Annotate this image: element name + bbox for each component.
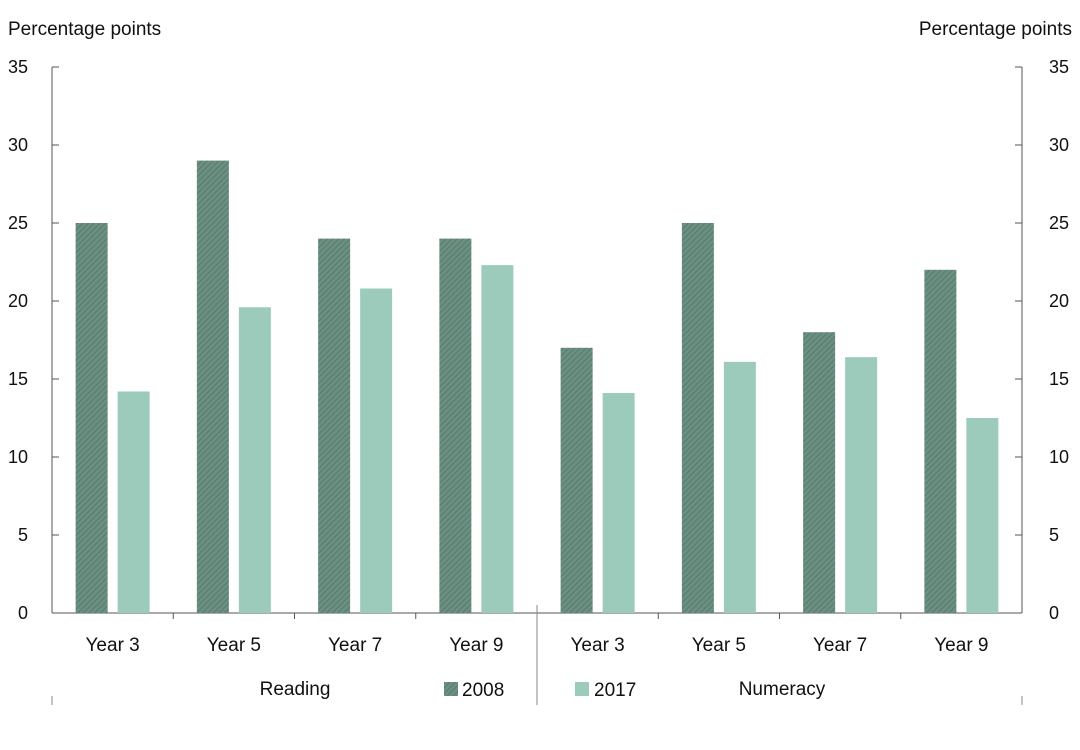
y-tick-label-left: 0 xyxy=(18,603,28,623)
bars xyxy=(75,160,999,613)
y-tick-label-left: 15 xyxy=(8,369,28,389)
bar-2008 xyxy=(196,160,229,613)
bar-2008 xyxy=(924,269,957,613)
y-tick-label-left: 35 xyxy=(8,57,28,77)
x-category-label: Year 7 xyxy=(813,635,867,656)
y-tick-label-left: 5 xyxy=(18,525,28,545)
y-tick-label-right: 20 xyxy=(1049,291,1069,311)
x-category-label: Year 9 xyxy=(449,635,503,656)
x-category-label: Year 3 xyxy=(571,635,625,656)
y-tick-label-left: 20 xyxy=(8,291,28,311)
y-tick-label-right: 35 xyxy=(1049,57,1069,77)
x-category-label: Year 9 xyxy=(934,635,988,656)
legend-label-2017: 2017 xyxy=(594,680,636,701)
bar-2008 xyxy=(803,332,836,613)
bar-2017 xyxy=(845,357,878,613)
bar-2017 xyxy=(723,361,756,613)
y-tick-label-left: 30 xyxy=(8,135,28,155)
x-category-label: Year 7 xyxy=(328,635,382,656)
y-tick-label-right: 0 xyxy=(1049,603,1059,623)
bar-2008 xyxy=(75,223,108,613)
legend-label-2008: 2008 xyxy=(462,680,504,701)
bar-2017 xyxy=(238,307,271,613)
y-tick-label-right: 25 xyxy=(1049,213,1069,233)
y-tick-label-right: 5 xyxy=(1049,525,1059,545)
y-tick-label-left: 25 xyxy=(8,213,28,233)
bar-2017 xyxy=(360,288,393,613)
x-category-label: Year 3 xyxy=(86,635,140,656)
legend-swatch-2017 xyxy=(575,682,589,696)
bar-2008 xyxy=(439,238,472,613)
bar-2008 xyxy=(318,238,351,613)
bar-2017 xyxy=(117,391,150,613)
x-category-label: Year 5 xyxy=(692,635,746,656)
bar-2017 xyxy=(602,393,635,613)
legend-swatch-2008 xyxy=(444,682,458,696)
bar-2008 xyxy=(560,347,593,613)
group-label-numeracy: Numeracy xyxy=(739,679,826,700)
y-tick-label-right: 30 xyxy=(1049,135,1069,155)
y-tick-label-right: 10 xyxy=(1049,447,1069,467)
bar-2017 xyxy=(966,418,999,613)
axes: 0 0 5 5 10 10 15 15 20 20 25 25 30 30 35 35 xyxy=(8,57,1069,705)
y-axis-title-right: Percentage points xyxy=(919,19,1072,40)
group-label-reading: Reading xyxy=(260,679,331,700)
x-category-label: Year 5 xyxy=(207,635,261,656)
y-tick-label-right: 15 xyxy=(1049,369,1069,389)
bar-2008 xyxy=(681,223,714,613)
labels: Year 3 Year 5 Year 7 Year 9 Year 3 Year 5 Year… xyxy=(86,635,989,700)
y-tick-label-left: 10 xyxy=(8,447,28,467)
bar-2017 xyxy=(481,265,514,613)
legend: 2008 2017 xyxy=(444,680,636,701)
y-axis-title-left: Percentage points xyxy=(8,19,161,40)
